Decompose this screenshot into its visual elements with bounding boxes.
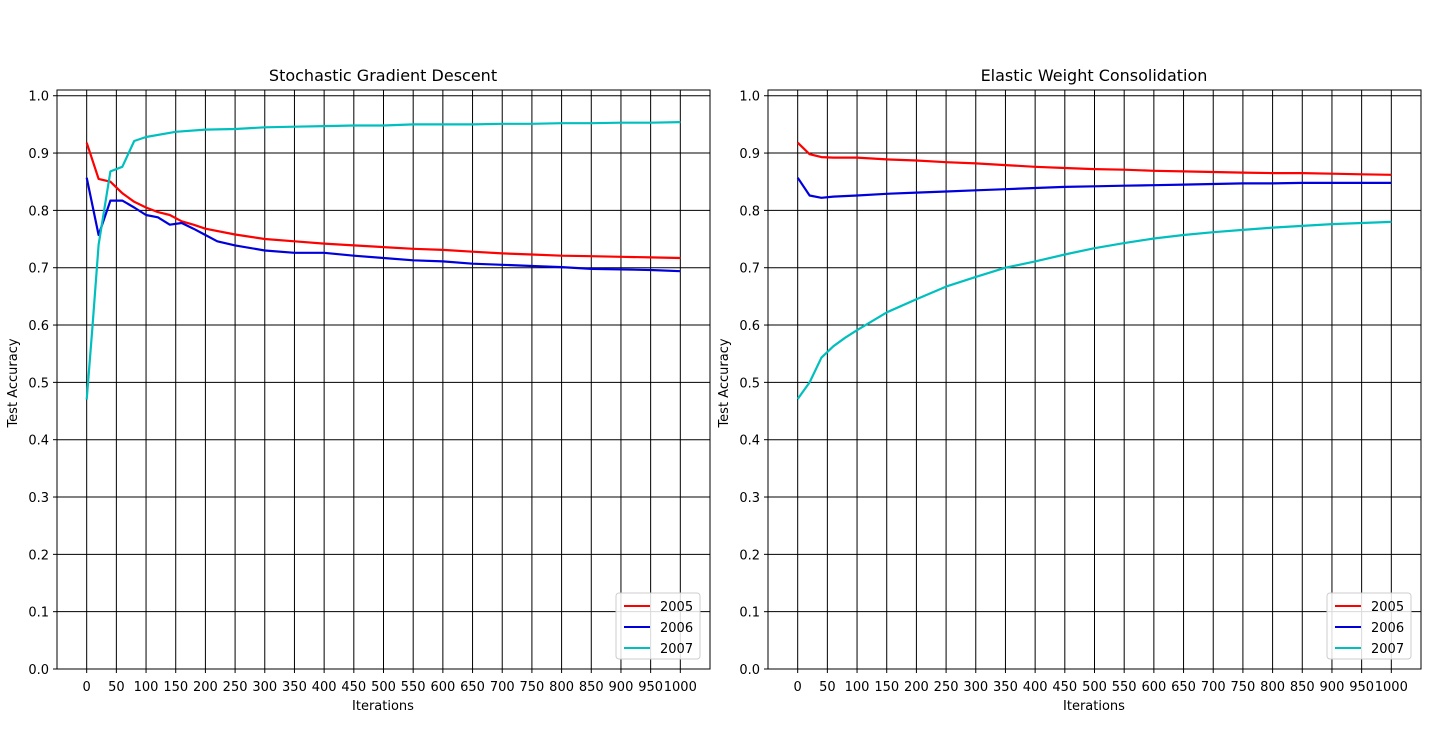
y-tick-label: 0.0 xyxy=(739,663,760,678)
y-tick-label: 0.4 xyxy=(28,434,49,449)
legend-label: 2006 xyxy=(660,621,693,636)
legend-box xyxy=(615,592,701,660)
x-tick-label: 100 xyxy=(134,680,159,695)
series-line-2007 xyxy=(85,121,681,400)
y-axis-label: Test Accuracy xyxy=(6,338,21,428)
series-line-2006 xyxy=(796,177,1392,199)
x-tick-label: 1000 xyxy=(664,680,697,695)
y-tick-label: 0.1 xyxy=(28,606,49,621)
legend-box xyxy=(1326,592,1412,660)
series-line-2006 xyxy=(85,177,681,273)
series-line-2005 xyxy=(85,142,681,260)
x-tick-label: 150 xyxy=(163,680,188,695)
series-line-2005 xyxy=(796,141,1392,176)
legend-label: 2007 xyxy=(1371,642,1404,657)
x-tick-label: 950 xyxy=(638,680,663,695)
y-tick-label: 0.8 xyxy=(739,204,760,219)
x-tick-label: 50 xyxy=(819,680,836,695)
x-tick-label: 500 xyxy=(371,680,396,695)
x-tick-label: 650 xyxy=(1171,680,1196,695)
x-tick-label: 300 xyxy=(963,680,988,695)
chart-ewc: Elastic Weight Consolidation Iterations … xyxy=(717,66,1422,714)
x-tick-label: 1000 xyxy=(1375,680,1408,695)
x-tick-label: 850 xyxy=(579,680,604,695)
x-tick-label: 250 xyxy=(223,680,248,695)
y-tick-label: 0.3 xyxy=(28,491,49,506)
x-tick-label: 900 xyxy=(1320,680,1345,695)
legend-label: 2005 xyxy=(660,600,693,615)
x-tick-label: 50 xyxy=(108,680,125,695)
x-tick-label: 800 xyxy=(1260,680,1285,695)
x-tick-label: 600 xyxy=(1141,680,1166,695)
x-tick-label: 200 xyxy=(193,680,218,695)
y-tick-label: 0.5 xyxy=(28,376,49,391)
y-tick-label: 0.6 xyxy=(739,319,760,334)
y-tick-label: 0.6 xyxy=(28,319,49,334)
x-tick-label: 0 xyxy=(83,680,91,695)
y-tick-label: 0.5 xyxy=(739,376,760,391)
x-tick-label: 700 xyxy=(1201,680,1226,695)
plot-frame xyxy=(56,89,711,670)
legend-label: 2005 xyxy=(1371,600,1404,615)
legend-label: 2006 xyxy=(1371,621,1404,636)
y-tick-label: 0.3 xyxy=(739,491,760,506)
chart-sgd: Stochastic Gradient Descent Iterations T… xyxy=(6,66,711,714)
chart-title: Stochastic Gradient Descent xyxy=(269,66,497,85)
x-tick-label: 550 xyxy=(1112,680,1137,695)
x-tick-label: 750 xyxy=(1230,680,1255,695)
x-tick-label: 500 xyxy=(1082,680,1107,695)
x-tick-label: 350 xyxy=(282,680,307,695)
y-tick-label: 0.4 xyxy=(739,434,760,449)
legend-label: 2007 xyxy=(660,642,693,657)
y-tick-label: 1.0 xyxy=(739,90,760,105)
grid xyxy=(768,90,1421,670)
y-tick-label: 0.9 xyxy=(28,147,49,162)
x-tick-label: 400 xyxy=(312,680,337,695)
chart-title: Elastic Weight Consolidation xyxy=(981,66,1208,85)
y-axis-label: Test Accuracy xyxy=(717,338,732,428)
x-tick-label: 900 xyxy=(609,680,634,695)
x-tick-label: 750 xyxy=(519,680,544,695)
y-tick-label: 0.1 xyxy=(739,606,760,621)
y-tick-label: 0.2 xyxy=(739,548,760,563)
x-tick-label: 250 xyxy=(934,680,959,695)
x-tick-label: 700 xyxy=(490,680,515,695)
y-tick-label: 1.0 xyxy=(28,90,49,105)
legend: 2005 2006 2007 xyxy=(1326,592,1412,660)
y-tick-label: 0.2 xyxy=(28,548,49,563)
x-tick-label: 450 xyxy=(341,680,366,695)
legend: 2005 2006 2007 xyxy=(615,592,701,660)
series-line-2007 xyxy=(796,220,1392,400)
x-tick-label: 100 xyxy=(845,680,870,695)
y-tick-label: 0.7 xyxy=(28,262,49,277)
x-axis-label: Iterations xyxy=(1063,699,1125,714)
x-tick-label: 350 xyxy=(993,680,1018,695)
y-tick-label: 0.8 xyxy=(28,204,49,219)
y-tick-label: 0.7 xyxy=(739,262,760,277)
y-tick-label: 0.0 xyxy=(28,663,49,678)
x-tick-label: 850 xyxy=(1290,680,1315,695)
x-tick-label: 400 xyxy=(1023,680,1048,695)
x-tick-label: 950 xyxy=(1349,680,1374,695)
x-tick-label: 800 xyxy=(549,680,574,695)
plot-frame xyxy=(767,89,1422,670)
x-tick-label: 0 xyxy=(794,680,802,695)
x-tick-label: 650 xyxy=(460,680,485,695)
grid xyxy=(57,90,710,670)
x-tick-label: 450 xyxy=(1052,680,1077,695)
x-tick-label: 550 xyxy=(401,680,426,695)
x-axis-label: Iterations xyxy=(352,699,414,714)
y-tick-label: 0.9 xyxy=(739,147,760,162)
x-tick-label: 150 xyxy=(874,680,899,695)
x-tick-label: 200 xyxy=(904,680,929,695)
x-tick-label: 300 xyxy=(252,680,277,695)
x-tick-label: 600 xyxy=(430,680,455,695)
